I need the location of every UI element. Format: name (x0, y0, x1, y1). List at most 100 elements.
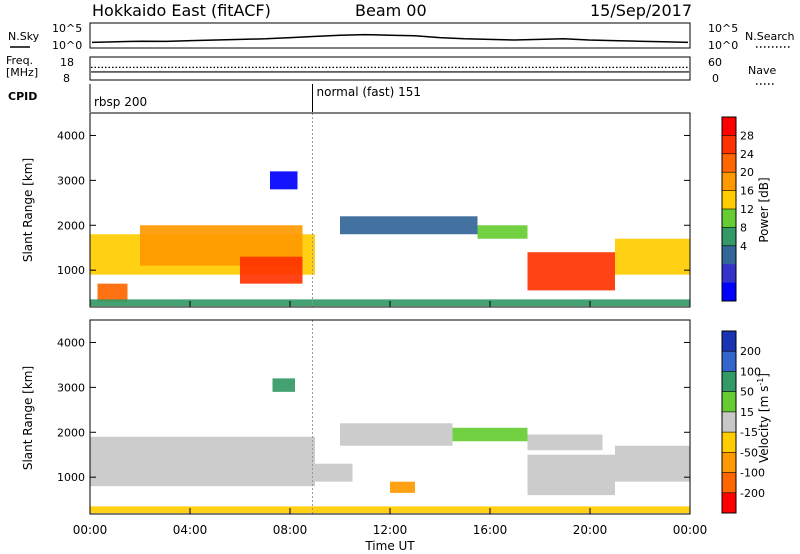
vel-cbar-swatch (722, 492, 736, 514)
power-region-8 (270, 171, 298, 190)
power-cbar-tick-label: 28 (740, 129, 754, 142)
power-cbar-swatch (722, 172, 736, 192)
vel-cbar-swatch (722, 371, 736, 393)
vel-cbar-swatch (722, 391, 736, 413)
velocity-region-0 (90, 436, 315, 487)
velocity-region-9 (390, 481, 415, 493)
x-tick-label: 16:00 (473, 523, 508, 537)
freq-tick-bottom: 8 (63, 72, 70, 85)
x-tick-label: 20:00 (573, 523, 608, 537)
time-xlabel: Time UT (364, 539, 415, 553)
date-title: 15/Sep/2017 (590, 1, 692, 20)
nave-tick-bottom: 0 (712, 72, 719, 85)
time-x-axis: 00:00 04:00 08:00 12:00 16:00 20:00 00:00 (73, 301, 708, 537)
vel-cbar-tick-label: 100 (740, 365, 761, 378)
nsky-label: N.Sky (8, 30, 40, 43)
freq-label-line1: Freq. (6, 54, 33, 67)
beam-title: Beam 00 (355, 1, 427, 20)
x-tick-label: 04:00 (173, 523, 208, 537)
power-cbar-swatch (722, 153, 736, 173)
nave-label: Nave (748, 64, 776, 77)
velocity-colorbar-label: Velocity [m s-1] (756, 373, 771, 463)
velocity-region-6 (615, 445, 690, 482)
vel-cbar-tick-label: 15 (740, 406, 754, 419)
power-cbar-tick-label: 16 (740, 185, 754, 198)
cpid-segment-2: normal (fast) 151 (317, 85, 421, 99)
nsky-line (91, 33, 689, 44)
power-cbar-swatch (722, 209, 736, 228)
power-cbar-swatch (722, 190, 736, 210)
nsearch-tick-bottom: 10^0 (708, 39, 738, 52)
power-cbar-tick-label: 8 (740, 221, 747, 234)
nsky-tick-bottom: 10^0 (52, 39, 82, 52)
velocity-ytick-label: 3000 (57, 381, 85, 394)
velocity-y-axis: 1000 2000 3000 4000 (57, 336, 690, 484)
power-region-3 (97, 283, 128, 302)
power-heatmap (90, 113, 690, 307)
vel-cbar-tick-label: 200 (740, 345, 761, 358)
velocity-ylabel: Slant Range [km] (21, 366, 35, 470)
velocity-region-4 (527, 434, 603, 451)
vel-cbar-swatch (722, 411, 736, 433)
power-cbar-tick-label: 24 (740, 148, 754, 161)
power-y-axis: 1000 2000 3000 4000 (57, 129, 690, 277)
station-title: Hokkaido East (fitACF) (92, 1, 271, 20)
x-tick-label: 00:00 (673, 523, 708, 537)
power-region-4 (340, 216, 478, 235)
nsky-panel (89, 22, 691, 49)
velocity-colorbar-label-sup: -1 (756, 378, 765, 386)
freq-label-line2: [MHz] (6, 66, 38, 79)
velocity-colorbar-label-main: Velocity [m s (757, 386, 771, 463)
power-cbar-swatch (722, 227, 736, 247)
power-cbar-swatch (722, 135, 736, 155)
power-region-2 (240, 256, 303, 284)
vel-cbar-frame (721, 330, 737, 514)
power-cbar-swatch (722, 245, 736, 265)
power-colorbar: 28 24 20 16 12 8 4 (721, 116, 754, 302)
power-region-7 (615, 238, 690, 275)
velocity-colorbar: 200 100 50 15 -15 -50 -100 -200 (721, 330, 765, 514)
power-ytick-label: 4000 (57, 129, 85, 142)
power-cbar-tick-label: 12 (740, 203, 754, 216)
velocity-region-7 (272, 378, 295, 392)
vel-cbar-swatch (722, 452, 736, 474)
velocity-ytick-label: 1000 (57, 471, 85, 484)
vel-cbar-swatch (722, 331, 736, 352)
power-region-6 (527, 252, 615, 291)
freq-panel (89, 56, 691, 81)
x-tick-label: 12:00 (373, 523, 408, 537)
velocity-colorbar-label-end: ] (757, 373, 771, 378)
power-colorbar-label: Power [dB] (757, 177, 771, 242)
vel-cbar-tick-label: -100 (740, 467, 765, 480)
nsearch-tick-top: 10^5 (708, 22, 738, 35)
velocity-region-5 (527, 454, 615, 496)
power-cbar-tick-label: 20 (740, 166, 754, 179)
power-region-5 (477, 225, 528, 239)
x-tick-label: 00:00 (73, 523, 108, 537)
power-ytick-label: 1000 (57, 264, 85, 277)
power-cbar-tick-label: 4 (740, 240, 747, 253)
nsky-series (91, 33, 689, 44)
vel-cbar-tick-label: 50 (740, 386, 754, 399)
power-ytick-label: 2000 (57, 219, 85, 232)
power-ylabel: Slant Range [km] (21, 158, 35, 262)
velocity-heatmap (90, 320, 690, 514)
vel-cbar-tick-label: -50 (740, 446, 758, 459)
velocity-region-1 (315, 463, 353, 482)
cpid-segment-1: rbsp 200 (94, 95, 147, 109)
nsearch-label: N.Search (745, 30, 795, 43)
velocity-ytick-label: 4000 (57, 336, 85, 349)
nsky-tick-top: 10^5 (52, 22, 82, 35)
velocity-region-2 (340, 423, 453, 446)
vel-cbar-swatch (722, 351, 736, 372)
vel-cbar-swatch (722, 472, 736, 494)
nave-tick-top: 60 (708, 56, 722, 69)
power-cbar-swatch (722, 117, 736, 136)
power-ytick-label: 3000 (57, 174, 85, 187)
cpid-label: CPID (8, 90, 37, 103)
x-tick-label: 08:00 (273, 523, 308, 537)
power-cbar-swatch (722, 282, 736, 302)
velocity-region-3 (452, 427, 528, 442)
freq-tick-top: 18 (60, 56, 74, 69)
